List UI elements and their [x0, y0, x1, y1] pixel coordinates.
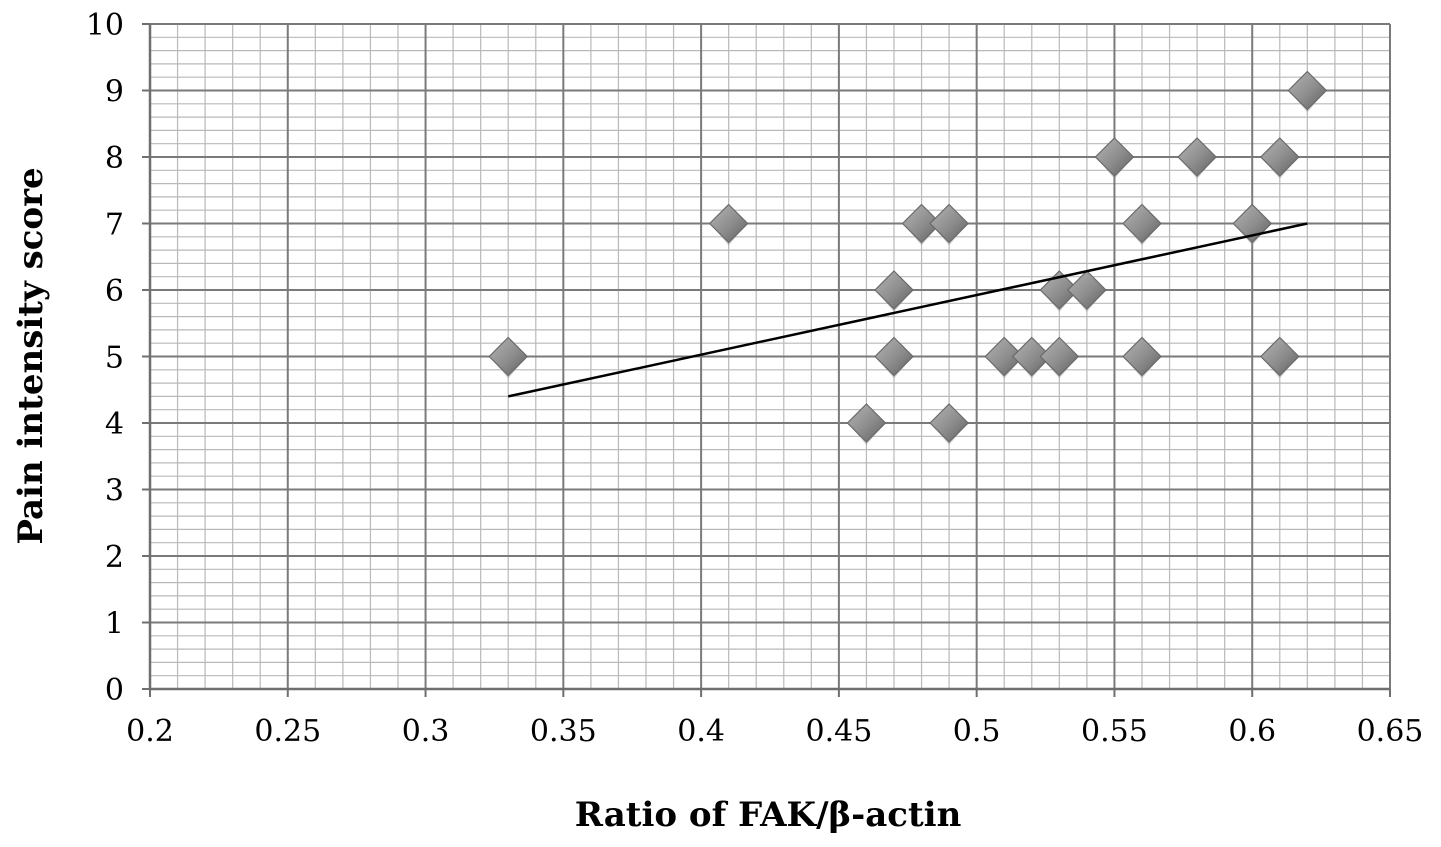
data-point — [1067, 270, 1107, 310]
data-point — [708, 203, 749, 244]
y-tick-label: 3 — [105, 474, 124, 509]
data-point — [488, 336, 529, 377]
y-tick-label: 6 — [105, 274, 124, 309]
y-tick-label: 8 — [105, 141, 124, 176]
y-tick-label: 5 — [105, 341, 124, 376]
y-tick-labels: 0 1 2 3 4 5 6 7 8 9 10 — [86, 8, 124, 708]
trendline — [507, 222, 1308, 398]
x-tick-label: 0.35 — [530, 714, 597, 749]
x-tick-labels: 0.2 0.25 0.3 0.35 0.4 0.45 0.5 0.55 0.6 0.65 — [126, 714, 1423, 749]
y-tick-label: 9 — [105, 75, 124, 110]
major-gridlines — [149, 23, 1391, 690]
data-point — [1011, 336, 1052, 377]
x-tick-label: 0.55 — [1081, 714, 1148, 749]
data-point — [901, 203, 942, 244]
data-point — [874, 270, 914, 310]
x-tick-label: 0.4 — [677, 714, 725, 749]
data-point — [929, 403, 969, 443]
x-tick-label: 0.65 — [1357, 714, 1424, 749]
x-tick-label: 0.25 — [254, 714, 321, 749]
data-point — [929, 203, 969, 244]
data-point — [1039, 336, 1080, 377]
data-points — [488, 70, 1328, 445]
y-tick-label: 4 — [105, 407, 124, 442]
data-point — [984, 336, 1025, 377]
data-point — [846, 403, 887, 443]
data-point — [1177, 137, 1217, 177]
trendline-group — [507, 222, 1308, 398]
x-tick-label: 0.45 — [805, 714, 872, 749]
y-tick-label: 2 — [105, 540, 124, 575]
y-tick-label: 7 — [105, 208, 124, 243]
x-axis-title: Ratio of FAK/β-actin — [575, 795, 962, 835]
y-tick-label: 10 — [86, 8, 124, 43]
data-point — [1122, 336, 1162, 377]
data-point — [1259, 137, 1300, 177]
y-tick-label: 0 — [105, 673, 124, 708]
y-axis-title: Pain intensity score — [11, 167, 51, 544]
data-point — [874, 336, 914, 377]
data-point — [1039, 270, 1080, 310]
x-tick-label: 0.6 — [1228, 714, 1276, 749]
x-tick-label: 0.3 — [402, 714, 450, 749]
x-tick-label: 0.5 — [953, 714, 1001, 749]
data-point — [1094, 137, 1135, 177]
data-point — [1122, 203, 1162, 244]
y-tick-label: 1 — [105, 607, 124, 642]
x-tick-label: 0.2 — [126, 714, 174, 749]
data-point — [1259, 336, 1300, 377]
axes — [142, 23, 1391, 697]
data-point — [1287, 70, 1328, 111]
